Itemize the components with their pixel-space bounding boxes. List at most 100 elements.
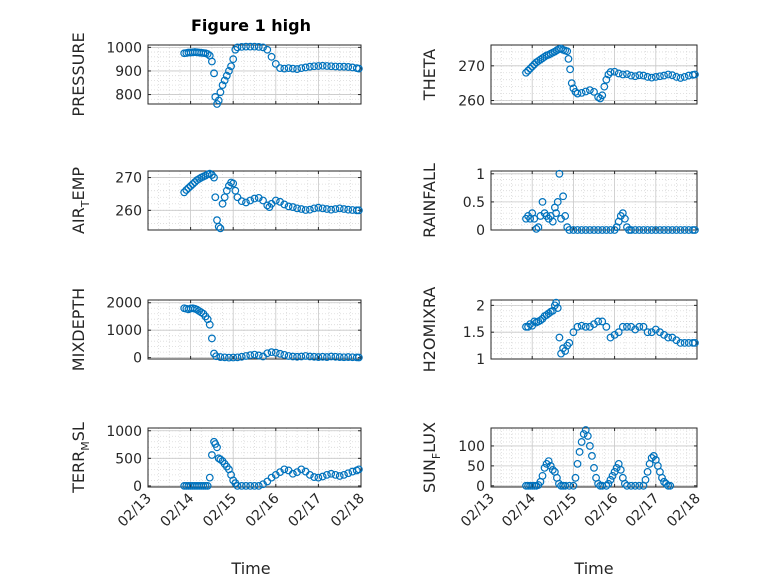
data-point xyxy=(668,71,677,80)
data-point xyxy=(259,43,267,52)
data-point xyxy=(643,467,652,476)
data-point xyxy=(612,463,621,472)
data-point xyxy=(639,71,648,80)
x-tick-label: 02/13 xyxy=(115,491,155,531)
data-point xyxy=(233,353,242,362)
data-point xyxy=(237,42,246,51)
data-point xyxy=(567,79,576,88)
data-point xyxy=(588,452,596,460)
data-point xyxy=(186,182,195,190)
data-point xyxy=(288,469,297,478)
data-point xyxy=(664,70,673,79)
x-tick-label: 02/16 xyxy=(243,490,283,530)
data-point xyxy=(571,473,580,482)
data-point xyxy=(216,353,225,361)
y-label-rest: SL xyxy=(69,422,88,441)
data-point xyxy=(354,206,363,215)
data-point xyxy=(691,339,699,347)
data-point xyxy=(594,317,603,326)
data-point xyxy=(267,348,276,357)
data-point xyxy=(271,348,280,357)
data-point xyxy=(271,196,280,205)
panel-theta: 260 270 THETA xyxy=(420,44,699,110)
data-point xyxy=(594,93,603,101)
data-point xyxy=(254,351,263,360)
data-point xyxy=(643,73,652,81)
data-point xyxy=(318,352,327,361)
data-point xyxy=(314,203,323,212)
y-label-main: TERR xyxy=(69,451,88,494)
data-point xyxy=(214,222,223,231)
x-axis-label-right: Time xyxy=(573,559,613,578)
data-point xyxy=(340,205,348,213)
data-point xyxy=(276,349,284,358)
data-point xyxy=(651,226,660,234)
data-point xyxy=(340,353,348,362)
axis-frame-sun_flux xyxy=(490,427,698,488)
x-tick-label: 02/18 xyxy=(664,491,704,531)
data-point xyxy=(280,64,289,73)
data-point xyxy=(305,352,314,361)
data-point xyxy=(555,169,564,178)
data-point xyxy=(608,471,617,480)
data-point xyxy=(246,351,255,360)
y-tick-label: 900 xyxy=(115,64,142,80)
data-point xyxy=(566,65,575,74)
y-label-subscript: F xyxy=(430,453,443,459)
data-point xyxy=(323,353,331,361)
data-point xyxy=(227,62,235,71)
y-tick-label: 50 xyxy=(467,459,485,475)
data-point xyxy=(548,217,557,226)
data-point xyxy=(246,196,255,205)
data-point xyxy=(573,459,582,468)
y-tick-label: 800 xyxy=(115,88,142,104)
data-point xyxy=(310,204,319,213)
data-point xyxy=(641,475,650,484)
data-point xyxy=(280,200,289,209)
panel-mixdepth: 0 1000 2000 MIXDEPTH xyxy=(69,288,363,371)
data-point xyxy=(354,353,363,362)
data-point xyxy=(555,333,564,342)
data-point xyxy=(242,42,250,51)
data-point xyxy=(314,62,323,70)
data-point xyxy=(242,352,250,360)
data-point xyxy=(310,62,319,71)
data-point xyxy=(331,62,340,71)
data-point xyxy=(233,481,242,490)
data-point xyxy=(606,226,615,234)
data-point xyxy=(335,204,344,213)
data-point xyxy=(561,212,570,220)
data-point xyxy=(297,205,306,213)
data-point xyxy=(662,479,670,488)
data-point xyxy=(639,322,648,331)
data-point xyxy=(225,353,233,362)
data-point xyxy=(323,470,331,479)
data-point xyxy=(585,226,594,234)
data-point xyxy=(602,226,611,234)
x-tick-label: 02/16 xyxy=(582,490,622,530)
data-point xyxy=(184,184,193,192)
data-point xyxy=(335,62,344,71)
data-point xyxy=(201,481,210,490)
data-point xyxy=(524,66,532,75)
data-point xyxy=(565,339,574,347)
data-point xyxy=(233,193,242,202)
data-point xyxy=(579,430,588,438)
y-axis-label-mixdepth: MIXDEPTH xyxy=(69,288,88,371)
y-tick-label: 0 xyxy=(476,479,485,495)
data-point xyxy=(340,62,348,71)
x-axis-label-left: Time xyxy=(230,559,270,578)
y-label-subscript: T xyxy=(79,200,92,208)
data-point xyxy=(254,481,263,490)
data-point xyxy=(233,43,242,52)
data-point xyxy=(585,442,594,450)
panel-terr_msl: 0 500 1000 TERRMSL 02/13 02/14 02/15 02/16 02/17… xyxy=(69,422,368,530)
data-point xyxy=(199,481,208,490)
data-point xyxy=(664,226,673,234)
data-point xyxy=(585,86,594,95)
data-point xyxy=(327,469,336,478)
data-point xyxy=(212,352,221,361)
data-point xyxy=(216,224,225,233)
plot-area-rainfall xyxy=(490,170,698,231)
data-point xyxy=(594,226,603,234)
